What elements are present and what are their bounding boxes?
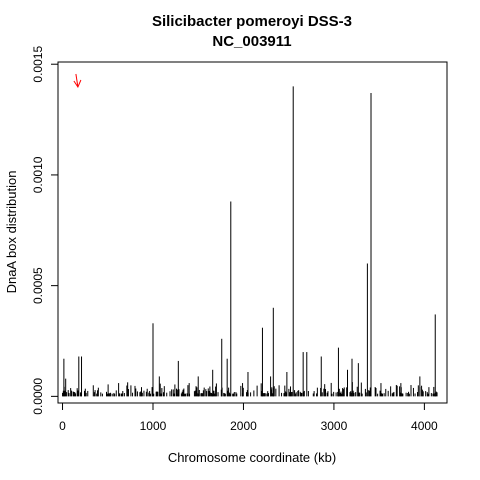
x-tick-label: 2000 [230, 419, 257, 433]
bar-series [62, 86, 438, 397]
x-axis-label: Chromosome coordinate (kb) [168, 450, 336, 465]
arrow-head [73, 79, 82, 89]
y-tick-label: 0.0005 [31, 267, 45, 304]
x-axis: 0 1000 2000 3000 4000 [59, 402, 438, 433]
x-tick-label: 3000 [321, 419, 348, 433]
x-tick-label: 4000 [411, 419, 438, 433]
y-tick-label: 0.0010 [31, 156, 45, 193]
chart-subtitle: NC_003911 [212, 33, 291, 50]
y-axis: 0.0000 0.0005 0.0010 0.0015 [31, 46, 59, 415]
x-tick-label: 0 [59, 419, 66, 433]
x-tick-label: 1000 [140, 419, 167, 433]
origin-arrow-icon [73, 73, 82, 89]
arrow-shaft [75, 73, 79, 88]
plot-frame [57, 61, 448, 404]
y-tick-label: 0.0015 [31, 46, 45, 83]
y-axis-label: DnaA box distribution [4, 171, 19, 294]
y-tick-label: 0.0000 [31, 378, 45, 415]
chart-title: Silicibacter pomeroyi DSS-3 [152, 13, 352, 30]
